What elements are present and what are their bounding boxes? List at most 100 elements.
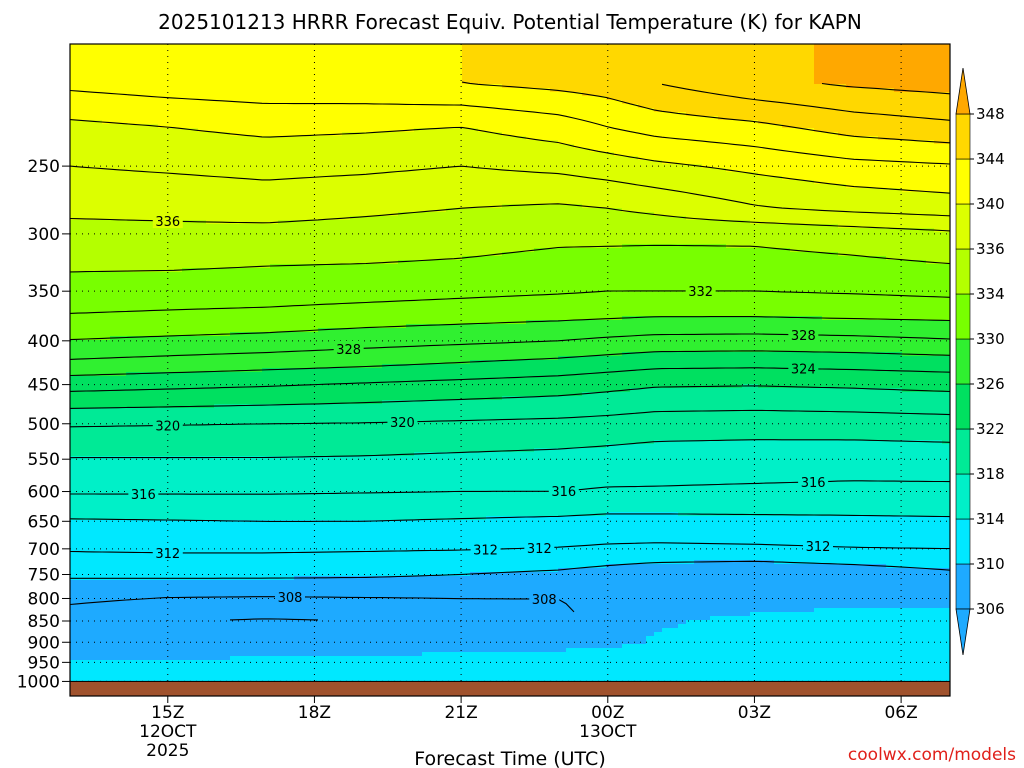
field-cell <box>118 104 127 109</box>
field-cell <box>270 216 279 221</box>
field-cell <box>102 108 111 113</box>
field-cell <box>78 204 87 209</box>
field-cell <box>270 428 279 433</box>
field-cell <box>222 228 231 233</box>
field-cell <box>86 56 95 61</box>
field-cell <box>150 92 159 97</box>
field-cell <box>278 540 287 545</box>
field-cell <box>190 108 199 113</box>
field-cell <box>214 292 223 297</box>
field-cell <box>190 528 199 533</box>
field-cell <box>86 72 95 77</box>
field-cell <box>230 100 239 105</box>
field-cell <box>246 64 255 69</box>
field-cell <box>70 676 79 681</box>
field-cell <box>286 256 295 261</box>
field-cell <box>174 244 183 249</box>
field-cell <box>166 52 175 57</box>
field-cell <box>230 164 239 169</box>
field-cell <box>102 204 111 209</box>
field-cell <box>190 512 199 517</box>
field-cell <box>214 156 223 161</box>
field-cell <box>166 476 175 481</box>
field-cell <box>166 72 175 77</box>
field-cell <box>142 416 151 421</box>
field-cell <box>86 468 95 473</box>
field-cell <box>78 348 87 353</box>
field-cell <box>118 300 127 305</box>
field-cell <box>230 228 239 233</box>
field-cell <box>302 144 311 149</box>
field-cell <box>206 232 215 237</box>
field-cell <box>182 532 191 537</box>
field-cell <box>262 128 271 133</box>
field-cell <box>278 228 287 233</box>
field-cell <box>246 284 255 289</box>
field-cell <box>78 440 87 445</box>
field-cell <box>94 100 103 105</box>
field-cell <box>158 560 167 565</box>
field-cell <box>86 340 95 345</box>
field-cell <box>110 524 119 529</box>
field-cell <box>134 560 143 565</box>
field-cell <box>238 400 247 405</box>
field-cell <box>294 552 303 557</box>
field-cell <box>278 608 287 613</box>
field-cell <box>158 664 167 669</box>
field-cell <box>166 376 175 381</box>
field-cell <box>110 272 119 277</box>
field-cell <box>182 72 191 77</box>
field-cell <box>198 148 207 153</box>
field-cell <box>270 224 279 229</box>
field-cell <box>278 364 287 369</box>
field-cell <box>102 476 111 481</box>
field-cell <box>86 436 95 441</box>
field-cell <box>70 100 79 105</box>
field-cell <box>310 64 319 69</box>
field-cell <box>182 464 191 469</box>
field-cell <box>222 180 231 185</box>
field-cell <box>174 580 183 585</box>
field-cell <box>134 556 143 561</box>
field-cell <box>70 500 79 505</box>
field-cell <box>262 620 271 625</box>
field-cell <box>214 648 223 653</box>
field-cell <box>294 288 303 293</box>
field-cell <box>198 400 207 405</box>
field-cell <box>246 464 255 469</box>
field-cell <box>238 76 247 81</box>
field-cell <box>190 344 199 349</box>
field-cell <box>70 260 79 265</box>
field-cell <box>86 500 95 505</box>
field-cell <box>262 500 271 505</box>
field-cell <box>254 536 263 541</box>
field-cell <box>134 628 143 633</box>
field-cell <box>142 284 151 289</box>
field-cell <box>254 460 263 465</box>
field-cell <box>134 640 143 645</box>
field-cell <box>142 340 151 345</box>
field-cell <box>134 220 143 225</box>
field-cell <box>310 116 319 121</box>
field-cell <box>190 172 199 177</box>
field-cell <box>262 496 271 501</box>
field-cell <box>86 52 95 57</box>
field-cell <box>166 456 175 461</box>
field-cell <box>230 188 239 193</box>
field-cell <box>78 140 87 145</box>
field-cell <box>294 444 303 449</box>
field-cell <box>102 100 111 105</box>
field-cell <box>238 356 247 361</box>
field-cell <box>238 224 247 229</box>
field-cell <box>134 452 143 457</box>
field-cell <box>166 312 175 317</box>
field-cell <box>278 320 287 325</box>
field-cell <box>118 644 127 649</box>
field-cell <box>238 468 247 473</box>
field-cell <box>206 136 215 141</box>
field-cell <box>70 668 79 673</box>
field-cell <box>302 452 311 457</box>
field-cell <box>110 380 119 385</box>
field-cell <box>278 284 287 289</box>
field-cell <box>238 632 247 637</box>
